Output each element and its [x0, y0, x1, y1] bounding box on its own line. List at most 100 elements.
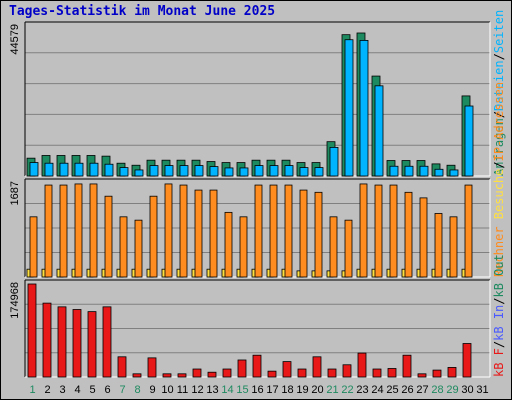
- chart-title: Tages-Statistik im Monat June 2025: [9, 4, 276, 19]
- legend-panel-2: Rechner Besuche/IP-Adressen: [492, 82, 506, 277]
- bar-dateien-day-14: [224, 167, 234, 177]
- bar-kbf-day-25: [387, 368, 397, 378]
- day-label-25: 25: [386, 384, 398, 396]
- day-label-4: 4: [74, 384, 80, 396]
- bar-rechner-day-24: [374, 184, 383, 278]
- legend-panel-3-part: kB F: [492, 348, 506, 377]
- day-label-13: 13: [206, 384, 218, 396]
- legend-panel-2-part: Besuche: [492, 169, 506, 220]
- legend-panel-1: Anfragen/Dateien/Seiten: [492, 10, 506, 176]
- bar-dateien-day-21: [329, 146, 339, 177]
- panel-1-ymax-label: 44579: [9, 24, 21, 55]
- bar-dateien-day-11: [179, 165, 189, 177]
- bar-rechner-day-4: [74, 183, 83, 278]
- bar-rechner-day-3: [59, 184, 68, 278]
- bar-rechner-day-23: [359, 183, 368, 278]
- bar-dateien-day-16: [254, 165, 264, 177]
- bar-rechner-day-9: [149, 195, 158, 278]
- bar-rechner-day-5: [89, 183, 98, 278]
- day-label-16: 16: [251, 384, 263, 396]
- day-label-17: 17: [266, 384, 278, 396]
- bar-kbf-day-12: [192, 368, 202, 378]
- legend-panel-3-part: /: [492, 341, 506, 348]
- bar-kbf-day-7: [117, 356, 127, 378]
- panel-3-ymax-label: 174968: [9, 282, 21, 319]
- panel-2-ymax-label: 1687: [9, 181, 21, 205]
- bar-kbf-day-13: [207, 371, 217, 378]
- bar-dateien-day-12: [194, 165, 204, 177]
- bar-kbf-day-24: [372, 368, 382, 378]
- bar-dateien-day-18: [284, 165, 294, 177]
- bar-rechner-day-22: [344, 219, 353, 278]
- bar-kbf-day-14: [222, 368, 232, 378]
- legend-panel-3-part: /: [492, 298, 506, 305]
- day-label-11: 11: [177, 384, 188, 396]
- bar-rechner-day-21: [329, 216, 338, 278]
- bar-dateien-day-9: [149, 165, 159, 177]
- bar-kbf-day-19: [297, 368, 307, 378]
- bar-rechner-day-25: [389, 184, 398, 278]
- legend-panel-2-part: [492, 219, 506, 226]
- bar-kbf-day-30: [462, 343, 472, 378]
- legend-panel-3-part: kB In: [492, 305, 506, 341]
- day-label-18: 18: [281, 384, 293, 396]
- day-label-21: 21: [326, 384, 338, 396]
- day-label-14: 14: [221, 384, 233, 396]
- day-label-8: 8: [134, 384, 140, 396]
- day-label-22: 22: [341, 384, 353, 396]
- legend-panel-1-part: /: [492, 111, 506, 118]
- day-label-28: 28: [431, 384, 443, 396]
- day-label-23: 23: [356, 384, 368, 396]
- bar-rechner-day-7: [119, 216, 128, 278]
- bar-kbf-day-2: [42, 302, 52, 378]
- day-label-15: 15: [236, 384, 248, 396]
- bar-kbf-day-8: [132, 373, 142, 378]
- bar-rechner-day-26: [404, 191, 413, 278]
- panel-1-area: [25, 22, 490, 176]
- bar-kbf-day-9: [147, 357, 157, 378]
- day-label-30: 30: [461, 384, 473, 396]
- bar-rechner-day-12: [194, 189, 203, 278]
- legend-panel-3-part: kB Out: [492, 254, 506, 297]
- day-label-27: 27: [416, 384, 428, 396]
- legend-panel-2-part: /: [492, 161, 506, 168]
- day-label-12: 12: [191, 384, 203, 396]
- bar-kbf-day-5: [87, 311, 97, 378]
- bar-rechner-day-30: [464, 184, 473, 278]
- day-label-20: 20: [311, 384, 323, 396]
- bar-dateien-day-8: [134, 169, 144, 177]
- bar-dateien-day-23: [359, 39, 369, 177]
- bar-rechner-day-17: [269, 184, 278, 278]
- bar-rechner-day-6: [104, 195, 113, 278]
- bar-kbf-day-10: [162, 373, 172, 378]
- bar-rechner-day-16: [254, 184, 263, 278]
- bar-rechner-day-10: [164, 183, 173, 278]
- legend-panel-1-part: Seiten: [492, 10, 506, 53]
- bar-kbf-day-28: [432, 369, 442, 378]
- day-label-24: 24: [371, 384, 383, 396]
- bar-rechner-day-28: [434, 213, 443, 278]
- bar-rechner-day-18: [284, 184, 293, 278]
- bar-rechner-day-29: [449, 216, 458, 278]
- bar-rechner-day-8: [134, 219, 143, 278]
- bar-kbf-day-27: [417, 373, 427, 378]
- legend-panel-1-part: Anfragen: [492, 118, 506, 176]
- bar-kbf-day-1: [27, 283, 37, 378]
- bar-dateien-day-29: [449, 169, 459, 177]
- bar-kbf-day-29: [447, 367, 457, 378]
- bar-rechner-day-20: [314, 191, 323, 278]
- bar-dateien-day-4: [74, 162, 84, 177]
- bar-dateien-day-5: [89, 162, 99, 177]
- bar-dateien-day-20: [314, 167, 324, 177]
- bar-dateien-day-26: [404, 165, 414, 177]
- bar-kbf-day-17: [267, 370, 277, 378]
- bar-kbf-day-6: [102, 306, 112, 378]
- bar-rechner-day-1: [29, 216, 38, 278]
- bar-dateien-day-30: [464, 105, 474, 177]
- bar-dateien-day-22: [344, 39, 354, 177]
- bar-dateien-day-2: [44, 162, 54, 177]
- legend-panel-2-part: IP-Adressen: [492, 82, 506, 161]
- bar-dateien-day-15: [239, 167, 249, 177]
- bar-rechner-day-27: [419, 197, 428, 278]
- bar-rechner-day-15: [239, 216, 248, 278]
